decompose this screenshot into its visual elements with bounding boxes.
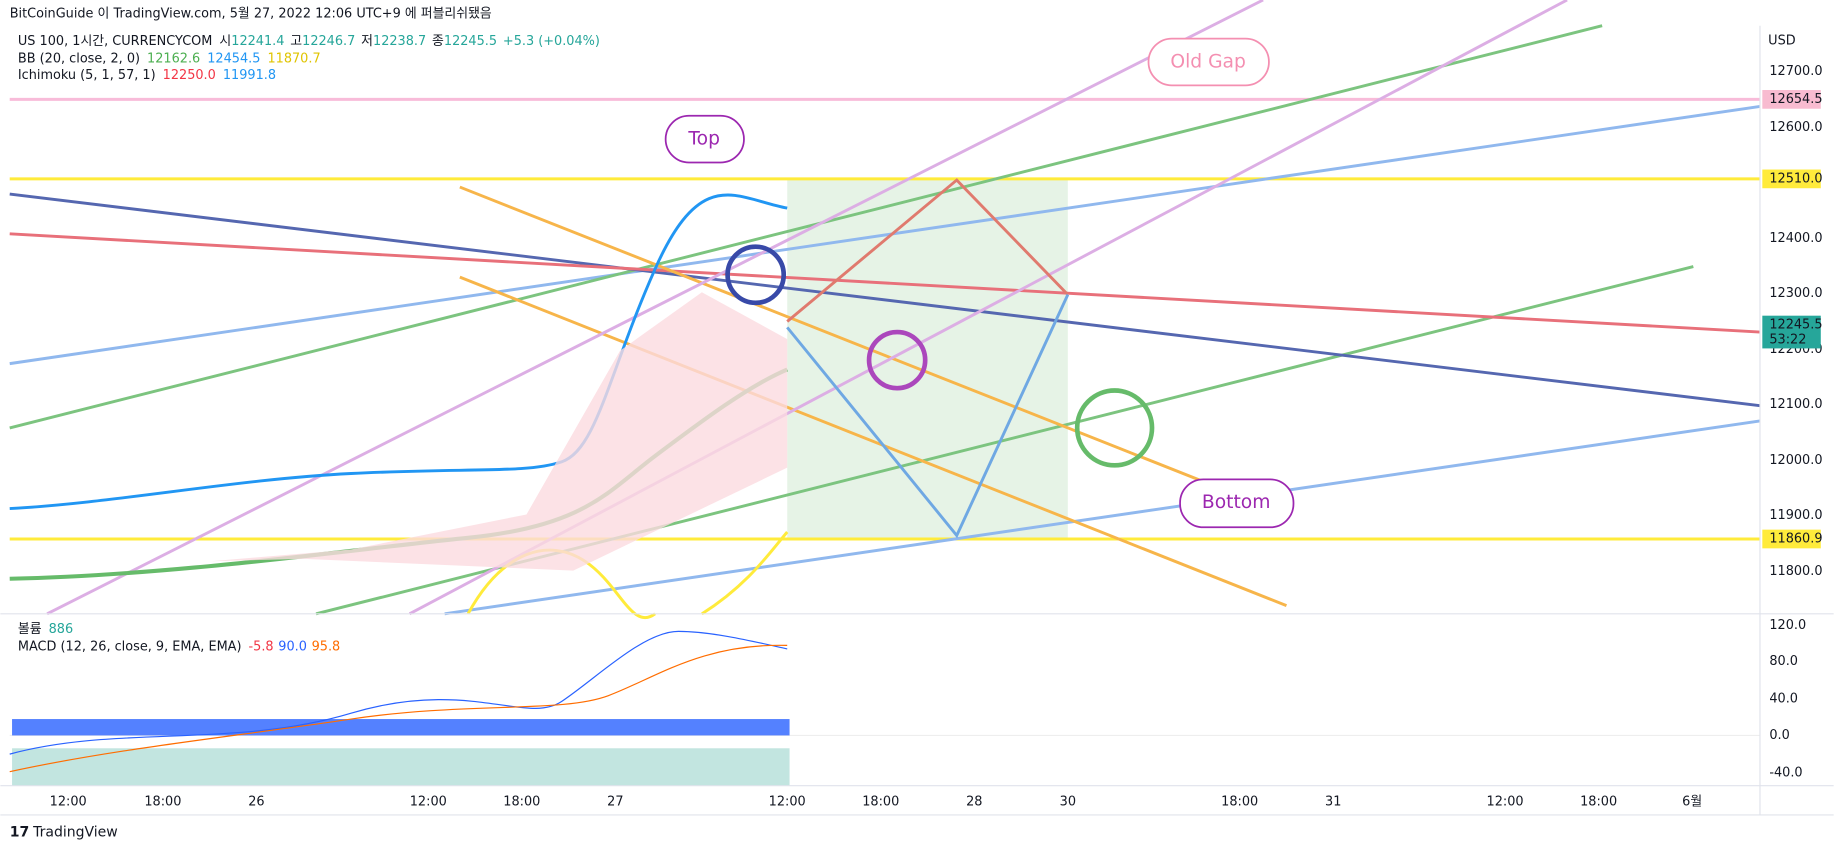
header-title: BitCoinGuide 이 TradingView.com, 5월 27, 2… [10,7,492,22]
time-tick-label: 18:00 [1580,795,1617,810]
price-tick-label: 12600.0 [1769,120,1822,135]
countdown-label: 53:22 [1769,333,1806,348]
price-badge-label: 12510.0 [1769,171,1822,186]
price-tick-label: 12700.0 [1769,64,1822,79]
price-badge [1762,529,1821,549]
price-tick-label: 11900.0 [1769,508,1822,523]
time-tick-label: 18:00 [1221,795,1258,810]
annotation: Top [687,129,720,150]
annotation: Bottom [1202,492,1271,513]
price-tick-label: 12100.0 [1769,397,1822,412]
macd-tick-label: 120.0 [1769,618,1806,633]
price-unit: USD [1768,33,1796,48]
legend-ohlc: US 100, 1시간, CURRENCYCOM 시12241.4 고12246.7… [18,33,600,48]
time-tick-label: 30 [1060,795,1076,810]
time-tick-label: 27 [607,795,623,810]
time-tick-label: 18:00 [862,795,899,810]
price-badge [1762,90,1821,109]
time-tick-label: 26 [248,795,264,810]
legend-ichimoku: Ichimoku (5, 1, 57, 1) 12250.0 11991.8 [18,67,276,82]
footer-logo: 17 [10,824,30,840]
price-tick-label: 11800.0 [1769,564,1822,579]
price-tick-label: 12300.0 [1769,286,1822,301]
volume-legend: 볼륨 886 [18,622,73,637]
macd-legend: MACD (12, 26, close, 9, EMA, EMA) -5.8 90.… [18,639,340,654]
macd-tick-label: -40.0 [1769,765,1802,780]
last-price-badge [1762,315,1821,349]
time-tick-label: 18:00 [144,795,181,810]
footer-brand: TradingView [32,824,118,840]
macd-decor [9,630,1760,786]
annotation: Old Gap [1170,51,1246,72]
price-badge-label: 11860.9 [1769,531,1822,546]
time-tick-label: 31 [1325,795,1341,810]
macd-tick-label: 0.0 [1769,728,1789,743]
price-badge-label: 12654.5 [1769,92,1822,107]
pane-borders [0,25,1834,816]
time-tick-label: 28 [966,795,982,810]
time-tick-label: 12:00 [410,795,447,810]
price-tick-label: 12400.0 [1769,231,1822,246]
macd-tick-label: 80.0 [1769,654,1798,669]
time-tick-label: 6월 [1682,795,1702,810]
drawings [9,0,1761,619]
last-price-label: 12245.5 [1769,318,1822,333]
time-tick-label: 12:00 [50,795,87,810]
time-tick-label: 12:00 [1487,795,1524,810]
time-tick-label: 12:00 [769,795,806,810]
legend-bb: BB (20, close, 2, 0) 12162.6 12454.5 11870.… [18,51,321,66]
macd-tick-label: 40.0 [1769,692,1798,707]
price-badge [1762,169,1821,189]
time-tick-label: 18:00 [503,795,540,810]
price-tick-label: 12000.0 [1769,453,1822,468]
